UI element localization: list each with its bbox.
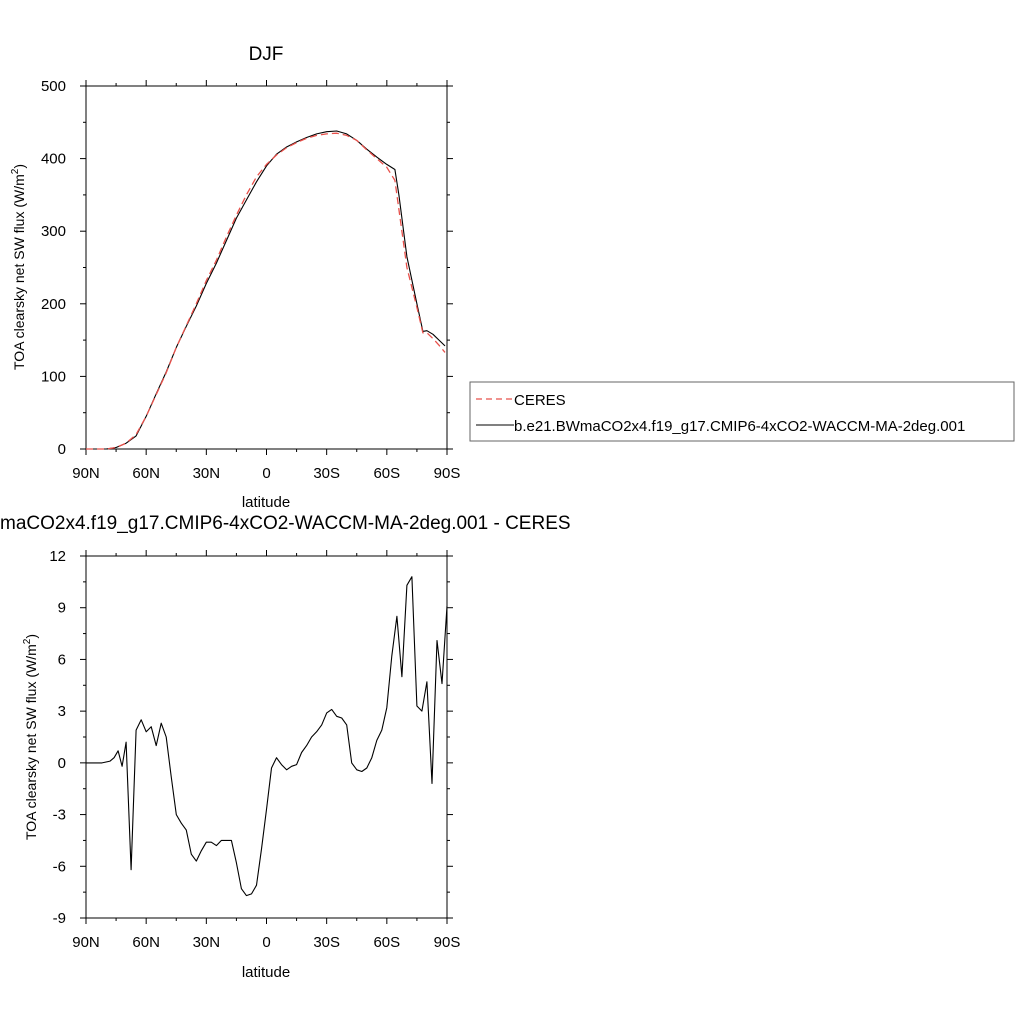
- y-tick-label: 400: [41, 151, 66, 168]
- x-axis-label: latitude: [242, 494, 290, 511]
- y-tick-label: 6: [58, 651, 66, 668]
- chart-title: maCO2x4.f19_g17.CMIP6-4xCO2-WACCM-MA-2de…: [0, 513, 571, 534]
- x-tick-label: 90S: [434, 934, 461, 951]
- x-tick-label: 30N: [193, 934, 221, 951]
- x-tick-label: 60N: [132, 465, 160, 482]
- y-tick-label: 0: [58, 441, 66, 458]
- y-axis-label: TOA clearsky net SW flux (W/m2): [22, 634, 39, 840]
- x-tick-label: 0: [262, 465, 270, 482]
- chart-title: DJF: [249, 44, 284, 65]
- x-tick-label: 0: [262, 934, 270, 951]
- ceres-series-line: [86, 132, 446, 450]
- axis-ticks: 90N 60N 30N 0 30S 60S 90S -9 -6 -3 0 3 6 9 12: [49, 548, 460, 951]
- y-tick-label: -6: [53, 858, 66, 875]
- x-tick-label: 90N: [72, 934, 100, 951]
- model-series-line: [86, 576, 448, 897]
- y-tick-label: 0: [58, 755, 66, 772]
- y-tick-label: 500: [41, 78, 66, 95]
- y-tick-label: 100: [41, 368, 66, 385]
- x-tick-label: 90S: [434, 465, 461, 482]
- x-tick-label: 30N: [193, 465, 221, 482]
- x-tick-label: 60S: [373, 934, 400, 951]
- series-lines: [86, 130, 446, 450]
- y-tick-label: -9: [53, 910, 66, 927]
- y-tick-label: 3: [58, 703, 66, 720]
- legend-label-model: b.e21.BWmaCO2x4.f19_g17.CMIP6-4xCO2-WACC…: [514, 418, 965, 435]
- y-tick-label: 300: [41, 223, 66, 240]
- x-tick-label: 60S: [373, 465, 400, 482]
- axis-ticks: 90N 60N 30N 0 30S 60S 90S 0 100 200 300 400 500: [41, 78, 460, 482]
- y-tick-label: 9: [58, 600, 66, 617]
- legend-label-ceres: CERES: [514, 392, 566, 409]
- x-tick-label: 30S: [313, 934, 340, 951]
- y-axis-label: TOA clearsky net SW flux (W/m2): [10, 164, 27, 370]
- x-tick-label: 90N: [72, 465, 100, 482]
- difference-panel: maCO2x4.f19_g17.CMIP6-4xCO2-WACCM-MA-2de…: [0, 513, 571, 981]
- model-series-line: [86, 130, 446, 450]
- legend: CERES b.e21.BWmaCO2x4.f19_g17.CMIP6-4xCO…: [469, 381, 1015, 442]
- y-tick-label: -3: [53, 807, 66, 824]
- x-tick-label: 60N: [132, 934, 160, 951]
- series-lines: [86, 576, 448, 897]
- plot-frame: [85, 85, 448, 450]
- y-tick-label: 200: [41, 296, 66, 313]
- x-tick-label: 30S: [313, 465, 340, 482]
- plot-frame: [85, 555, 448, 919]
- djf-flux-panel: DJF 90N 60N 30N 0 30S 60S 90S0100200300400500 …: [10, 44, 460, 511]
- y-tick-label: 12: [49, 548, 66, 565]
- x-axis-label: latitude: [242, 964, 290, 981]
- legend-box: [469, 381, 1015, 442]
